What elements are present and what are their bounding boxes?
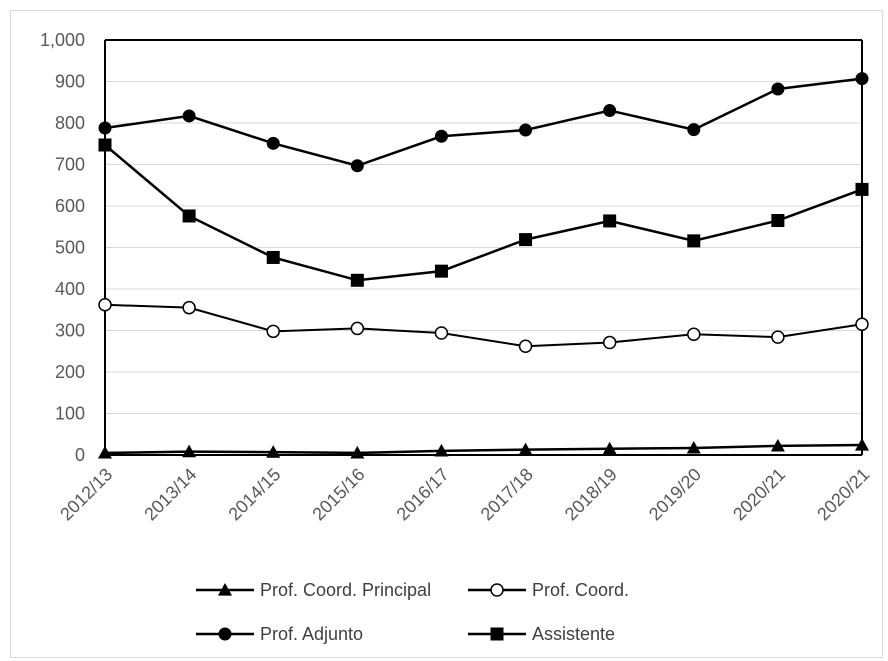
data-point: [602, 335, 617, 350]
data-point: [98, 298, 112, 312]
series-line: [104, 443, 863, 455]
data-point: [350, 273, 364, 287]
legend-label: Prof. Coord.: [532, 580, 629, 600]
data-point: [182, 209, 196, 223]
data-point: [182, 109, 196, 123]
data-point: [519, 123, 533, 137]
x-tick-label: 2015/16: [308, 464, 368, 524]
series-3: [98, 138, 869, 287]
data-point: [770, 438, 785, 452]
data-point: [182, 444, 197, 458]
series-1: [98, 298, 869, 354]
data-point: [434, 326, 449, 340]
data-point: [518, 339, 533, 354]
x-tick-label: 2020/21: [813, 464, 873, 524]
legend-entry: Prof. Coord. Principal: [196, 580, 431, 600]
data-point: [350, 445, 365, 459]
x-tick-label: 2020/21: [729, 464, 789, 524]
legend-entry: Assistente: [468, 624, 615, 644]
series-2: [98, 72, 869, 173]
legend-label: Prof. Coord. Principal: [260, 580, 431, 600]
legend-marker: [490, 583, 504, 597]
series-line: [104, 144, 863, 282]
data-point: [266, 324, 280, 339]
data-point: [434, 264, 448, 278]
legend-marker: [490, 627, 504, 641]
series-group: [98, 72, 869, 459]
x-axis-labels: 2012/13 2013/14 2014/15 2015/16 2016/17 2017/…: [56, 464, 873, 524]
data-point: [350, 159, 364, 173]
data-point: [771, 82, 785, 96]
x-tick-label: 2014/15: [224, 464, 284, 524]
gridlines: [104, 39, 863, 456]
legend: Prof. Coord. Principal Prof. Coord. Prof. …: [196, 580, 629, 644]
data-point: [771, 214, 785, 228]
data-point: [98, 121, 112, 135]
data-point: [855, 182, 869, 196]
series-0: [98, 438, 869, 459]
x-tick-label: 2017/18: [477, 464, 537, 524]
series-line: [104, 77, 863, 168]
y-tick-label: 400: [55, 279, 85, 299]
data-point: [434, 129, 448, 143]
data-point: [603, 104, 617, 118]
legend-marker: [218, 627, 232, 641]
data-point: [98, 445, 112, 459]
data-point: [266, 250, 280, 264]
data-point: [602, 441, 617, 455]
data-point: [687, 327, 701, 341]
data-point: [855, 72, 869, 86]
data-point: [98, 138, 112, 152]
data-point: [266, 445, 281, 458]
data-point: [855, 438, 869, 451]
x-tick-label: 2018/19: [561, 464, 621, 524]
y-tick-label: 800: [55, 113, 85, 133]
y-tick-label: 300: [55, 321, 85, 341]
x-tick-label: 2013/14: [140, 464, 200, 524]
y-tick-label: 200: [55, 362, 85, 382]
y-tick-label: 900: [55, 72, 85, 92]
series-line: [104, 303, 863, 348]
data-point: [855, 317, 869, 332]
y-tick-label: 0: [75, 445, 85, 465]
data-point: [687, 234, 701, 248]
data-point: [603, 214, 617, 228]
y-axis-labels: 0 100 200 300 400 500 600 700 800 900 1,000: [40, 30, 85, 465]
y-tick-label: 700: [55, 155, 85, 175]
data-point: [771, 330, 785, 344]
data-point: [350, 321, 365, 336]
data-point: [434, 443, 449, 457]
data-point: [266, 136, 280, 150]
legend-entry: Prof. Coord.: [468, 580, 629, 600]
legend-entry: Prof. Adjunto: [196, 624, 363, 644]
data-point: [519, 233, 533, 247]
x-tick-label: 2012/13: [56, 464, 116, 524]
data-point: [518, 442, 533, 456]
data-point: [686, 440, 701, 454]
data-point: [182, 300, 196, 315]
y-tick-label: 500: [55, 238, 85, 258]
legend-label: Assistente: [532, 624, 615, 644]
y-tick-label: 100: [55, 404, 85, 424]
x-tick-label: 2019/20: [645, 464, 705, 524]
legend-marker: [218, 583, 232, 596]
data-point: [687, 123, 701, 137]
y-tick-label: 600: [55, 196, 85, 216]
x-tick-label: 2016/17: [393, 464, 453, 524]
legend-label: Prof. Adjunto: [260, 624, 363, 644]
y-tick-label: 1,000: [40, 30, 85, 50]
